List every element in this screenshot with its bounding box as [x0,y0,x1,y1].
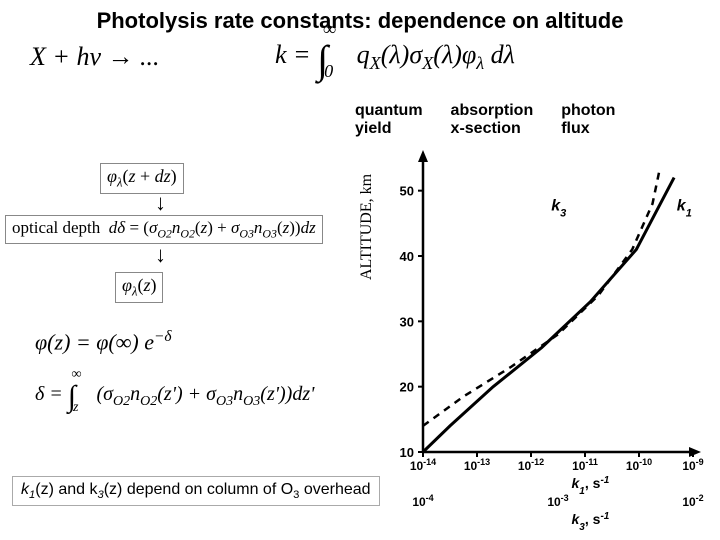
svg-text:10-13: 10-13 [464,457,490,473]
label-quantum-yield: quantumyield [355,102,423,139]
main-eq-left: X + hν → ... [30,42,159,72]
svg-text:10-2: 10-2 [682,493,703,509]
chart-ylabel: ALTITUDE, km [358,174,376,280]
phi-z: φλ(z) [115,272,163,303]
main-eq-right: k = ∫0∞ qX(λ)σX(λ)φλ dλ [275,36,515,83]
label-absorption-xsection: absorptionx-section [451,102,534,139]
svg-text:10-4: 10-4 [412,493,433,509]
integrand-labels: quantumyield absorptionx-section photonf… [355,102,615,139]
phi-z-plus-dz: φλ(z + dz) [100,163,184,194]
svg-text:10-10: 10-10 [626,457,652,473]
svg-text:10-3: 10-3 [547,493,568,509]
svg-text:50: 50 [400,184,414,199]
svg-text:10-12: 10-12 [518,457,544,473]
svg-text:k3: k3 [551,197,566,219]
svg-text:k1, s-1: k1, s-1 [572,475,610,497]
svg-text:10: 10 [400,445,414,460]
svg-text:10-11: 10-11 [572,457,598,473]
svg-text:k1: k1 [677,197,692,219]
arrow-down-icon: ↓ [155,190,166,216]
phi-exp-eq: φ(z) = φ(∞) e−δ [35,328,172,355]
optical-depth-eq: optical depth dδ = (σO2nO2(z) + σO3nO3(z… [5,215,323,244]
svg-text:10-14: 10-14 [410,457,436,473]
delta-integral-eq: δ = ∫z∞ (σO2nO2(z') + σO3nO3(z'))dz' [35,380,314,414]
svg-text:20: 20 [400,380,414,395]
svg-text:10-9: 10-9 [682,457,703,473]
footnote-box: k1(z) and k3(z) depend on column of O3 o… [12,476,380,506]
arrow-down-icon: ↓ [155,242,166,268]
svg-text:k3, s-1: k3, s-1 [572,511,610,531]
slide-title: Photolysis rate constants: dependence on… [0,8,720,34]
chart-svg: 10 20 30 40 50 10-14 10-13 10-12 10-11 10-10 10-9 k… [385,150,705,530]
k1-symbol: k1 [21,481,35,498]
svg-text:30: 30 [400,314,414,329]
svg-text:40: 40 [400,249,414,264]
label-photon-flux: photonflux [561,102,615,139]
altitude-chart: 10 20 30 40 50 10-14 10-13 10-12 10-11 10-10 10-9 k… [385,150,705,530]
